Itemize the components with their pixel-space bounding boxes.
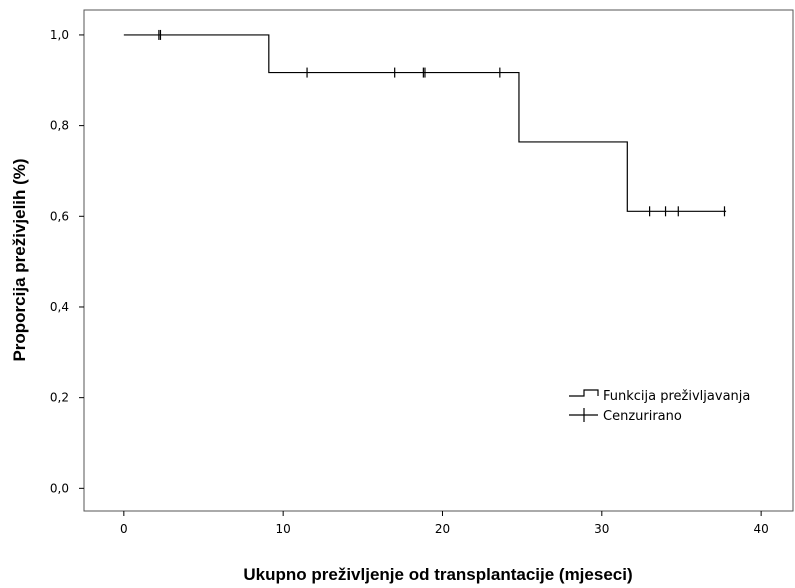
y-axis-ticks: 0,0 0,2 0,4 0,6 0,8 1,0 <box>50 28 84 495</box>
plot-frame <box>83 9 794 512</box>
legend-label-survival: Funkcija preživljavanja <box>603 389 750 404</box>
y-tick-label: 0,2 <box>50 391 69 405</box>
legend-label-censored: Cenzurirano <box>603 409 682 424</box>
y-tick-label: 1,0 <box>50 28 69 42</box>
x-tick-label: 10 <box>276 522 291 536</box>
x-tick-label: 0 <box>120 522 128 536</box>
y-tick-label: 0,0 <box>50 481 69 495</box>
legend: Funkcija preživljavanja Cenzurirano <box>569 389 750 424</box>
y-tick-label: 0,6 <box>50 209 69 223</box>
x-tick-label: 30 <box>594 522 609 536</box>
survival-series <box>123 29 727 217</box>
x-axis-title: Ukupno preživljenje od transplantacije (… <box>243 565 632 584</box>
y-axis-title: Proporcija preživjelih (%) <box>10 158 29 361</box>
legend-step-symbol <box>569 389 599 397</box>
x-tick-label: 20 <box>435 522 450 536</box>
y-tick-label: 0,4 <box>50 300 69 314</box>
y-tick-label: 0,8 <box>50 119 69 133</box>
x-axis-ticks: 0 10 20 30 40 <box>120 511 769 536</box>
x-tick-label: 40 <box>753 522 768 536</box>
survival-step-line <box>123 34 727 212</box>
